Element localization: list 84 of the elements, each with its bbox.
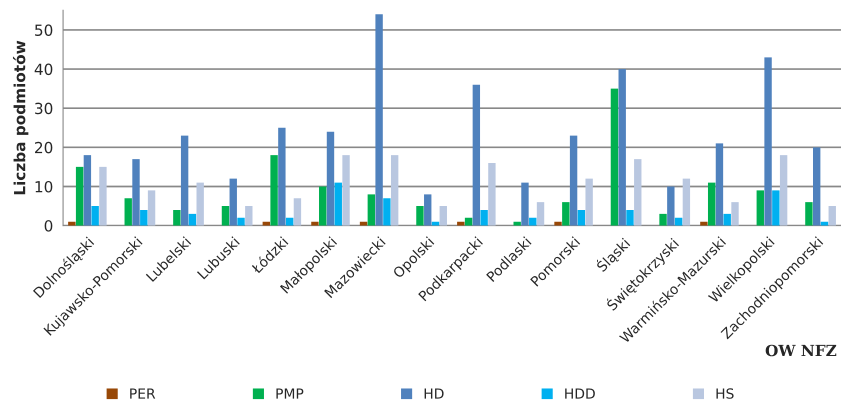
bar	[140, 210, 148, 226]
bar	[390, 155, 398, 226]
bar	[667, 186, 675, 226]
bar	[326, 132, 334, 226]
legend-label: PER	[130, 388, 156, 399]
bar	[756, 190, 764, 226]
bar	[562, 202, 570, 226]
bar	[812, 147, 820, 226]
legend-label: PMP	[276, 388, 304, 399]
bar	[91, 206, 99, 226]
bar	[99, 166, 107, 226]
bar	[424, 194, 432, 226]
bar	[708, 182, 716, 226]
bar	[634, 159, 642, 226]
bar	[294, 198, 302, 226]
bar	[674, 218, 682, 226]
legend-label: HD	[424, 388, 444, 399]
bar	[76, 166, 84, 226]
y-axis-title: Liczba podmiotów	[12, 40, 28, 194]
bar	[188, 214, 196, 226]
bar	[457, 222, 464, 226]
bar	[196, 182, 204, 226]
bar	[237, 218, 245, 226]
bar	[610, 88, 618, 226]
bar	[780, 155, 788, 226]
bar	[626, 210, 634, 226]
bar	[659, 214, 667, 226]
bar	[383, 198, 391, 226]
bar	[724, 214, 731, 226]
bar	[472, 84, 480, 226]
bar	[772, 190, 780, 226]
bar	[464, 218, 472, 226]
bar	[618, 69, 626, 226]
bar	[416, 206, 424, 226]
legend-label: HDD	[565, 388, 595, 399]
bar	[124, 198, 132, 226]
bar	[360, 222, 368, 226]
bar	[286, 218, 294, 226]
bar	[536, 202, 544, 226]
bar	[432, 222, 440, 226]
bar	[368, 194, 376, 226]
bar	[521, 182, 529, 226]
bar	[513, 222, 521, 226]
bar	[820, 222, 828, 226]
bar	[222, 206, 230, 226]
bar	[716, 143, 724, 226]
x-axis-title: OW NFZ	[766, 344, 836, 356]
bar	[311, 222, 319, 226]
bar	[570, 136, 578, 226]
bar	[554, 222, 562, 226]
bar	[245, 206, 252, 226]
bar	[84, 155, 92, 226]
bar	[230, 178, 237, 226]
bar	[375, 14, 383, 226]
bar	[148, 190, 156, 226]
bar	[480, 210, 488, 226]
bar	[828, 206, 836, 226]
y-tick-label: 30	[35, 102, 52, 114]
bar	[488, 163, 496, 226]
legend-label: HS	[716, 388, 734, 399]
bar	[278, 128, 286, 226]
bar	[334, 182, 342, 226]
y-tick-label: 0	[44, 220, 52, 232]
bar	[132, 159, 140, 226]
bar	[700, 222, 708, 226]
bar	[262, 222, 270, 226]
bar	[270, 155, 278, 226]
y-tick-label: 10	[36, 180, 52, 193]
bar	[578, 210, 586, 226]
bar	[731, 202, 739, 226]
bar	[805, 202, 813, 226]
bar	[529, 218, 536, 226]
bar	[764, 57, 772, 226]
bar	[585, 178, 593, 226]
bar	[682, 178, 690, 226]
bar	[173, 210, 181, 226]
y-tick-label: 20	[35, 142, 52, 154]
bar	[68, 222, 76, 226]
bar	[319, 186, 326, 226]
y-tick-label: 50	[35, 24, 52, 36]
bar	[440, 206, 447, 226]
y-tick-label: 40	[34, 64, 52, 76]
bar	[180, 136, 188, 226]
bar	[342, 155, 350, 226]
